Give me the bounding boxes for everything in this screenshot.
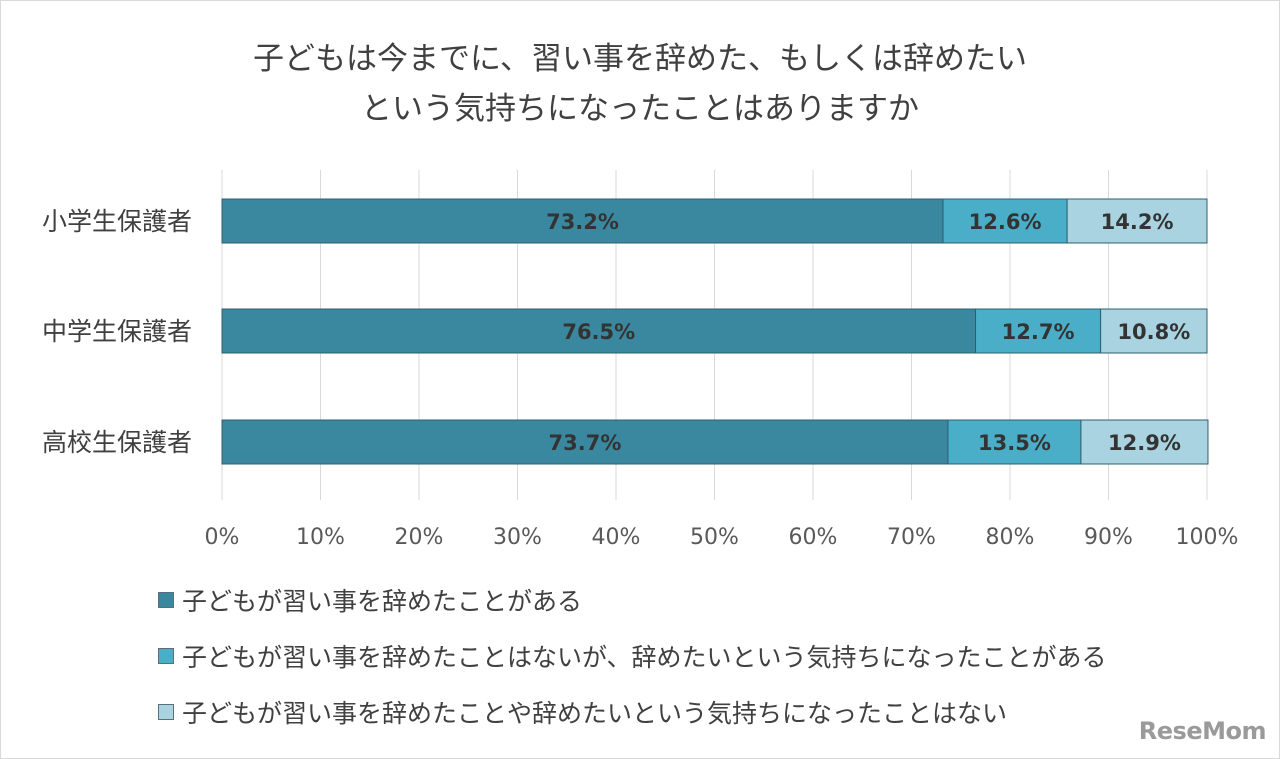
x-tick-label: 100% [1176, 525, 1239, 550]
bar-segment [1066, 198, 1208, 244]
x-tick-label: 80% [986, 525, 1035, 550]
chart-title: 子どもは今までに、習い事を辞めた、もしくは辞めたい という気持ちになったことはあ… [0, 34, 1280, 134]
chart-title-line-2: という気持ちになったことはありますか [361, 91, 919, 127]
data-label: 10.8% [1117, 320, 1190, 344]
bar-segment [942, 198, 1068, 244]
resemom-logo: ReseMom [1138, 717, 1267, 745]
x-tick-label: 10% [296, 525, 345, 550]
x-tick-label: 90% [1084, 525, 1133, 550]
x-tick-label: 40% [592, 525, 641, 550]
x-tick-label: 0% [205, 525, 240, 550]
bar-segment [947, 419, 1082, 465]
legend-swatch-1 [158, 592, 174, 608]
data-label: 73.7% [549, 431, 622, 455]
data-label: 12.6% [969, 210, 1042, 234]
x-tick-label: 50% [690, 525, 739, 550]
bar-segment [1080, 419, 1209, 465]
category-label: 高校生保護者 [42, 428, 192, 457]
category-label: 小学生保護者 [42, 207, 192, 236]
x-tick-label: 60% [789, 525, 838, 550]
data-label: 14.2% [1101, 210, 1174, 234]
x-tick-label: 30% [493, 525, 542, 550]
data-label: 12.9% [1108, 431, 1181, 455]
legend-label-2: 子どもが習い事を辞めたことはないが、辞めたいという気持ちになったことがある [182, 643, 1107, 672]
legend-item-2: 子どもが習い事を辞めたことはないが、辞めたいという気持ちになったことがある [158, 634, 1107, 678]
legend-swatch-2 [158, 648, 174, 664]
bar-segment [221, 198, 944, 244]
bar-segment [221, 419, 949, 465]
legend-label-3: 子どもが習い事を辞めたことや辞めたいという気持ちになったことはない [182, 699, 1008, 728]
bar-segment [221, 308, 977, 354]
bar-segment [975, 308, 1102, 354]
legend-item-3: 子どもが習い事を辞めたことや辞めたいという気持ちになったことはない [158, 690, 1007, 734]
legend-item-1: 子どもが習い事を辞めたことがある [158, 578, 582, 622]
chart-title-line-1: 子どもは今までに、習い事を辞めた、もしくは辞めたい [252, 41, 1028, 77]
data-label: 12.7% [1002, 320, 1075, 344]
legend-swatch-3 [158, 704, 174, 720]
data-label: 76.5% [562, 320, 635, 344]
x-tick-label: 20% [395, 525, 444, 550]
bar-segment [1100, 308, 1208, 354]
data-label: 13.5% [978, 431, 1051, 455]
x-tick-label: 70% [887, 525, 936, 550]
legend-label-1: 子どもが習い事を辞めたことがある [182, 587, 583, 616]
data-label: 73.2% [546, 210, 619, 234]
category-label: 中学生保護者 [42, 317, 192, 346]
